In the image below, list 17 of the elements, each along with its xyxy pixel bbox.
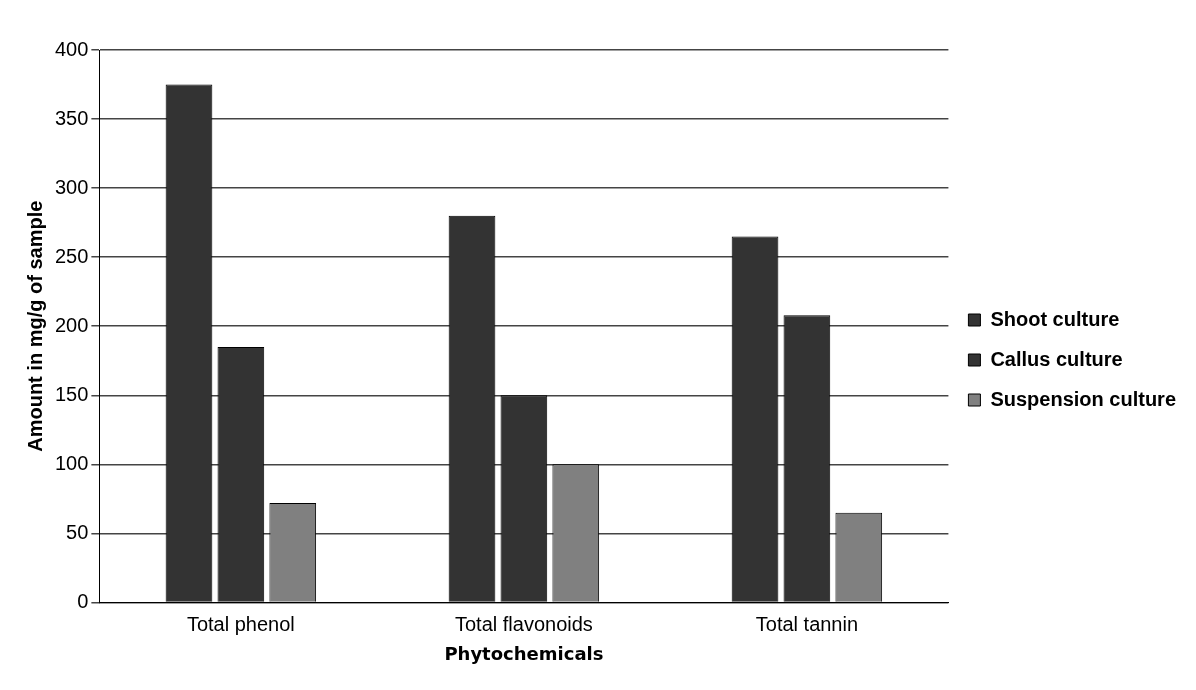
x-tick-label: Total tannin xyxy=(755,612,859,635)
y-tick-label: 300 xyxy=(54,175,89,198)
y-tick-label: 150 xyxy=(54,382,89,405)
y-tick-label: 350 xyxy=(54,106,89,129)
x-tick-label: Total phenol xyxy=(186,612,295,635)
y-tick-label: 0 xyxy=(77,589,89,612)
y-tick-label: 100 xyxy=(54,451,89,474)
y-tick-label: 400 xyxy=(54,37,89,60)
x-axis-title: Phytochemicals xyxy=(444,642,604,664)
legend-label: Suspension culture xyxy=(990,387,1177,410)
y-tick-label: 50 xyxy=(66,520,89,543)
y-axis-title: Amount in mg/g of sample xyxy=(23,200,46,452)
y-tick-label: 250 xyxy=(54,244,89,267)
x-tick-label: Total flavonoids xyxy=(454,612,593,635)
y-tick-label: 200 xyxy=(54,313,89,336)
legend-label: Callus culture xyxy=(990,347,1123,370)
legend-label: Shoot culture xyxy=(990,307,1120,330)
